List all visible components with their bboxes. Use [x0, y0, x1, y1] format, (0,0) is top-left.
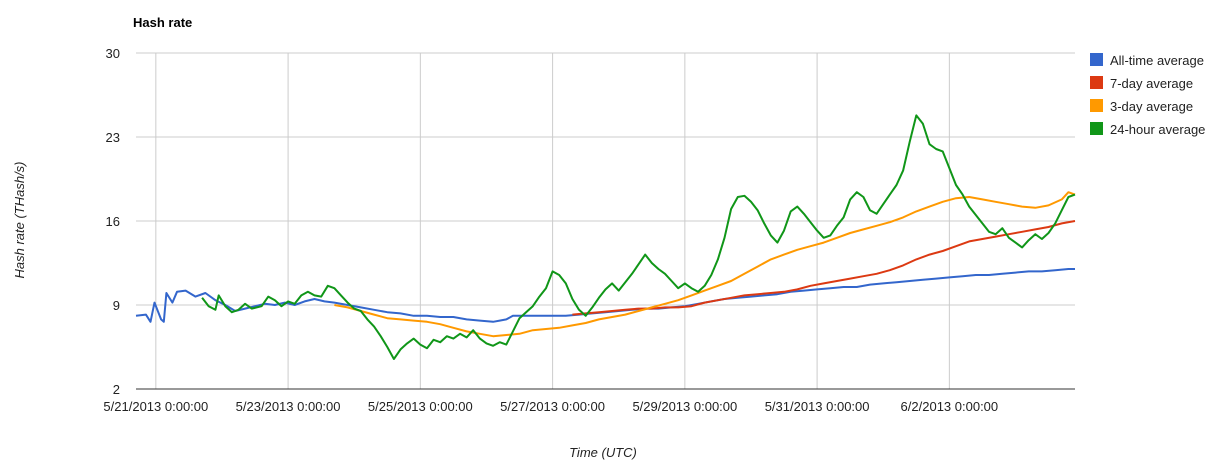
x-tick-label: 5/29/2013 0:00:00	[632, 399, 737, 414]
legend: All-time average 7-day average 3-day avera…	[1090, 53, 1205, 137]
legend-label: 24-hour average	[1110, 122, 1205, 137]
x-axis-title: Time (UTC)	[569, 445, 637, 460]
legend-label: 7-day average	[1110, 76, 1193, 91]
x-tick-label: 5/23/2013 0:00:00	[236, 399, 341, 414]
y-axis-ticks: 2 9 16 23 30	[106, 46, 120, 397]
legend-swatch	[1090, 122, 1103, 135]
series-line-1	[572, 220, 1076, 316]
legend-swatch	[1090, 99, 1103, 112]
y-tick-label: 30	[106, 46, 120, 61]
x-tick-label: 6/2/2013 0:00:00	[901, 399, 999, 414]
y-axis-title: Hash rate (THash/s)	[12, 161, 27, 278]
x-tick-label: 5/25/2013 0:00:00	[368, 399, 473, 414]
x-tick-label: 5/27/2013 0:00:00	[500, 399, 605, 414]
y-tick-label: 9	[113, 298, 120, 313]
x-tick-label: 5/21/2013 0:00:00	[103, 399, 208, 414]
chart-title: Hash rate	[133, 15, 192, 30]
series-lines	[135, 114, 1076, 360]
y-tick-label: 2	[113, 382, 120, 397]
series-line-0	[135, 268, 1075, 323]
x-tick-label: 5/31/2013 0:00:00	[765, 399, 870, 414]
y-tick-label: 16	[106, 214, 120, 229]
legend-label: All-time average	[1110, 53, 1204, 68]
y-tick-label: 23	[106, 130, 120, 145]
legend-label: 3-day average	[1110, 99, 1193, 114]
legend-swatch	[1090, 53, 1103, 66]
x-axis-ticks: 5/21/2013 0:00:00 5/23/2013 0:00:00 5/25/2…	[103, 399, 998, 414]
legend-swatch	[1090, 76, 1103, 89]
grid-lines	[136, 52, 1075, 390]
series-line-3	[201, 114, 1076, 360]
series-line-2	[334, 191, 1076, 338]
